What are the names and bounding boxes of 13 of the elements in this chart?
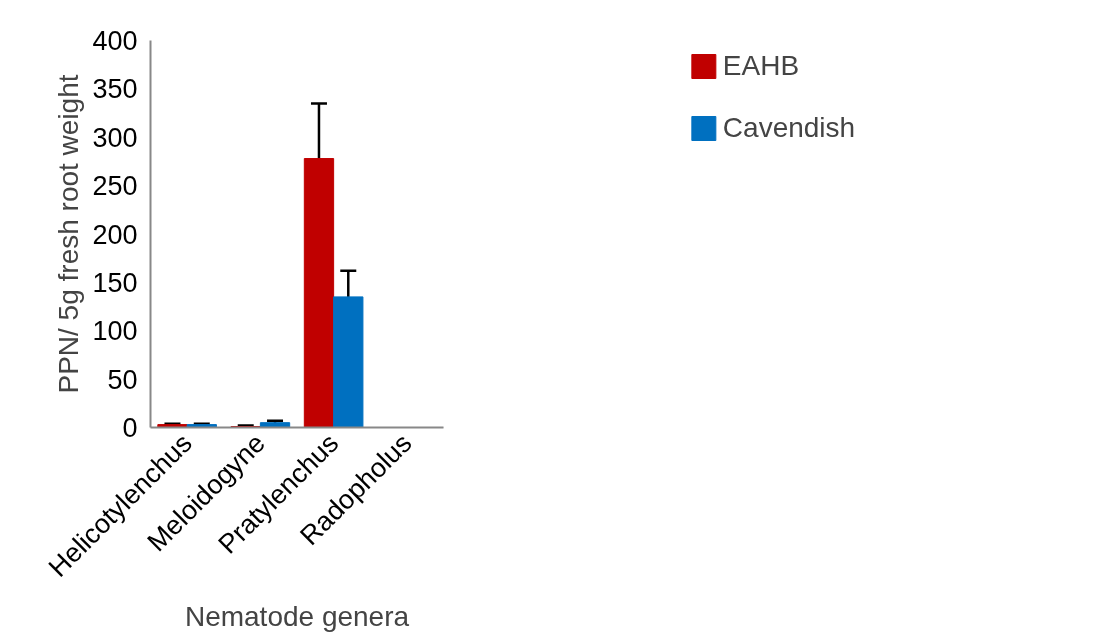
y-tick-label: 350 — [92, 74, 138, 105]
legend-label: Cavendish — [722, 112, 856, 144]
legend-label: EAHB — [722, 50, 800, 82]
y-tick-label: 200 — [92, 219, 138, 250]
y-tick-label: 300 — [92, 122, 138, 153]
y-tick-label: 150 — [92, 267, 138, 298]
x-axis-title: Nematode genera — [184, 601, 410, 633]
y-tick-label: 50 — [107, 364, 138, 395]
y-tick-label: 0 — [122, 413, 138, 443]
y-tick-label: 250 — [92, 171, 138, 202]
y-tick-label: 400 — [92, 26, 138, 56]
y-tick-label: 100 — [92, 316, 138, 347]
y-axis-title: PPN/ 5g fresh root weight — [53, 74, 85, 394]
